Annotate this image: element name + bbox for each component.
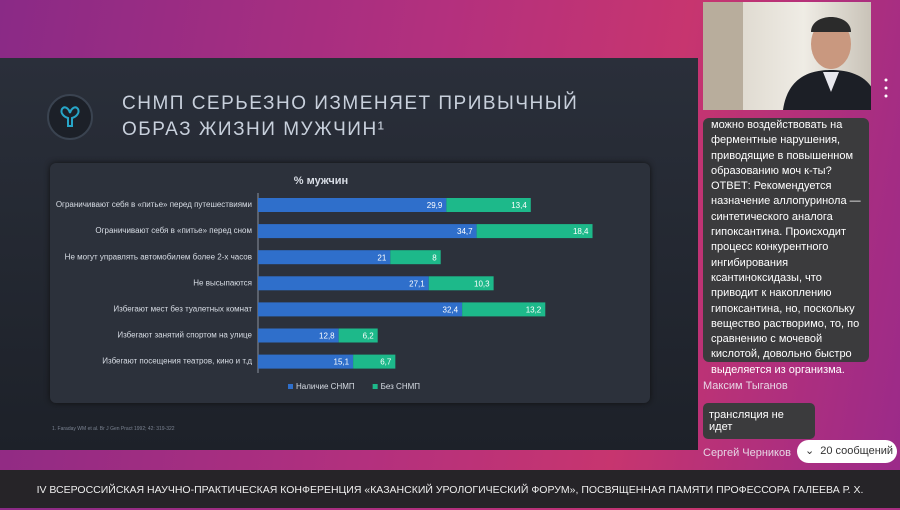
category-label: Не могут управлять автомобилем более 2-х… (65, 252, 252, 261)
category-label: Ограничивают себя в «питье» перед сном (95, 226, 252, 235)
slide-title: СНМП СЕРЬЕЗНО ИЗМЕНЯЕТ ПРИВЫЧНЫЙ (122, 93, 579, 114)
bar (462, 302, 546, 317)
chat-line: выделяется из организма. (711, 363, 845, 376)
chat-message: трансляция не идет (703, 403, 815, 439)
chat-line: сравнению с мочевой (711, 333, 823, 346)
footer-text: IV ВСЕРОССИЙСКАЯ НАУЧНО-ПРАКТИЧЕСКАЯ КОН… (36, 484, 864, 496)
chat-line: ферментные нарушения, (711, 134, 841, 147)
chat-line: приводит к накоплению (711, 287, 832, 300)
category-label: Избегают посещения театров, кино и т.д (102, 357, 252, 366)
footer-banner: IV ВСЕРОССИЙСКАЯ НАУЧНО-ПРАКТИЧЕСКАЯ КОН… (0, 470, 900, 508)
legend-label: Без СНМП (381, 382, 421, 391)
chevron-icon: ⌄ (805, 445, 815, 457)
value-label: 34,7 (457, 227, 473, 236)
bar (258, 224, 477, 239)
chat-line: ОТВЕТ: Рекомендуется (711, 180, 832, 193)
chat-line: гипоксантина. Происходит (711, 226, 846, 239)
slide-title: ОБРАЗ ЖИЗНИ МУЖЧИН¹ (122, 119, 386, 140)
category-label: Избегают занятий спортом на улице (117, 331, 252, 340)
value-label: 13,4 (511, 201, 527, 210)
chat-line: ксантиноксидазы, что (711, 271, 822, 284)
category-label: Ограничивают себя в «питье» перед путеше… (56, 200, 252, 209)
bar (258, 198, 447, 212)
bar (353, 354, 396, 369)
video-feed (703, 2, 871, 110)
bar (446, 198, 531, 212)
chat-line: кислотой, довольно быстро (711, 348, 852, 361)
category-label: Избегают мест без туалетных комнат (113, 305, 252, 314)
value-label: 8 (432, 253, 437, 262)
value-label: 27,1 (409, 279, 425, 288)
chat-line: синтетического аналога (711, 210, 833, 223)
value-label: 18,4 (573, 227, 589, 236)
value-label: 32,4 (443, 306, 459, 315)
chat-line: приводящие в повышенном (711, 149, 854, 162)
value-label: 15,1 (334, 358, 350, 367)
chart-title: % мужчин (294, 175, 348, 187)
more-menu[interactable] (882, 76, 890, 100)
footnote: 1. Faraday WM et al. Br J Gen Pract 1992… (52, 426, 175, 432)
category-label: Не высыпаются (193, 278, 252, 287)
value-label: 6,7 (380, 358, 392, 367)
bar (258, 302, 463, 317)
bar (476, 224, 593, 239)
bar (258, 328, 339, 343)
bar (390, 250, 441, 265)
slide-icon (47, 94, 93, 140)
new-messages-button[interactable]: ⌄ 20 сообщений (797, 440, 897, 463)
chat-message: можно воздействовать на ферментные наруше… (703, 118, 869, 376)
bar (258, 276, 429, 291)
chat-line: гипоксантина, но, поскольку (711, 302, 855, 315)
bar (428, 276, 494, 291)
legend-swatch (288, 384, 293, 389)
chart-panel: % мужчин Ограничивают себя в «питье» пер… (50, 163, 650, 403)
chart: % мужчин Ограничивают себя в «питье» пер… (56, 175, 593, 391)
button-label: 20 сообщений (820, 445, 894, 457)
chat-author: Сергей Черников (703, 447, 791, 459)
legend-label: Наличие СНМП (296, 382, 355, 391)
bar (258, 250, 391, 265)
chat-line: вещество растворимо, то, по (711, 317, 860, 330)
value-label: 12,8 (319, 332, 335, 341)
value-label: 13,2 (526, 306, 542, 315)
chat-author: Максим Тыганов (703, 380, 788, 392)
bar (258, 354, 354, 369)
chat-line: образованию моч к-ты? (711, 164, 832, 177)
chat-line: назначение аллопуринола — (711, 195, 861, 208)
speaker (703, 2, 871, 110)
legend-swatch (372, 384, 378, 389)
value-label: 29,9 (427, 201, 443, 210)
value-label: 6,2 (363, 332, 375, 341)
chat-line: можно воздействовать на (711, 119, 843, 131)
value-label: 10,3 (474, 279, 490, 288)
chat-line: ингибирования (711, 256, 789, 269)
chat-line: процесс конкурентного (711, 241, 829, 254)
value-label: 21 (377, 253, 386, 262)
bar (338, 328, 378, 343)
